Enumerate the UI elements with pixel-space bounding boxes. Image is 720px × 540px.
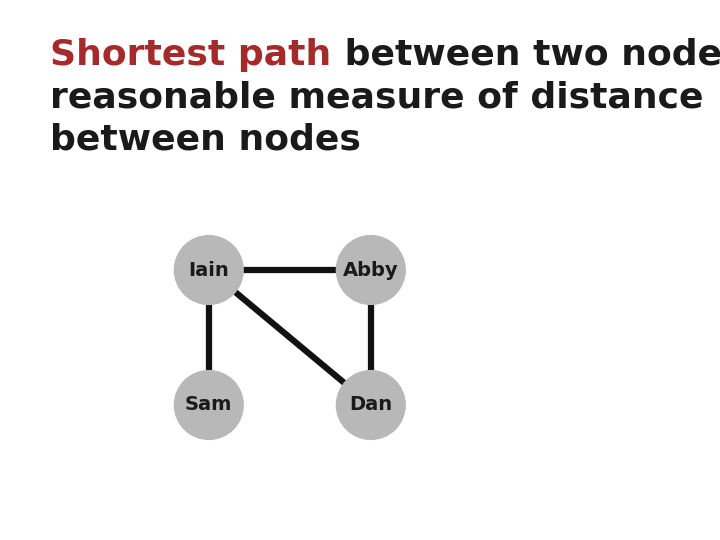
Text: Iain: Iain [189,260,229,280]
Circle shape [336,370,406,440]
Text: Shortest path: Shortest path [50,38,332,72]
Circle shape [174,370,244,440]
Circle shape [336,235,406,305]
Text: between nodes: between nodes [50,123,361,157]
Text: between two nodes is a: between two nodes is a [332,38,720,72]
Text: Abby: Abby [343,260,399,280]
Text: reasonable measure of distance: reasonable measure of distance [50,80,704,114]
Circle shape [174,235,244,305]
Text: Dan: Dan [349,395,392,415]
Text: Sam: Sam [185,395,233,415]
